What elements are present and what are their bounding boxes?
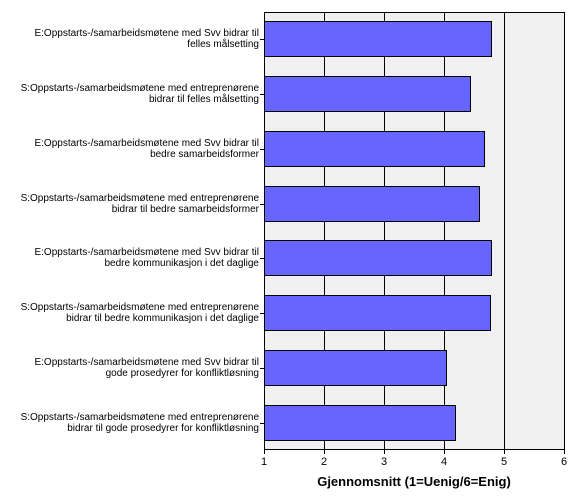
x-tick xyxy=(384,450,385,454)
y-tick xyxy=(260,313,264,314)
category-label: S:Oppstarts-/samarbeidsmøtene med entrep… xyxy=(2,193,259,215)
category-label: E:Oppstarts-/samarbeidsmøtene med Svv bi… xyxy=(2,357,259,379)
bar xyxy=(264,350,447,386)
category-label: S:Oppstarts-/samarbeidsmøtene med entrep… xyxy=(2,412,259,434)
y-tick xyxy=(260,368,264,369)
x-tick xyxy=(444,450,445,454)
x-tick-label: 6 xyxy=(561,456,567,468)
category-label: S:Oppstarts-/samarbeidsmøtene med entrep… xyxy=(2,83,259,105)
x-tick xyxy=(564,450,565,454)
x-tick-label: 4 xyxy=(441,456,447,468)
bar xyxy=(264,240,492,276)
x-tick-label: 2 xyxy=(321,456,327,468)
bar-chart: Gjennomsnitt (1=Uenig/6=Enig) 1 2 3 4 5 6 E:Op… xyxy=(0,0,569,501)
bar xyxy=(264,405,456,441)
category-label: E:Oppstarts-/samarbeidsmøtene med Svv bi… xyxy=(2,138,259,160)
category-label: E:Oppstarts-/samarbeidsmøtene med Svv bi… xyxy=(2,247,259,269)
y-tick xyxy=(260,258,264,259)
x-axis-title: Gjennomsnitt (1=Uenig/6=Enig) xyxy=(264,474,564,489)
bar xyxy=(264,186,480,222)
y-tick xyxy=(260,149,264,150)
x-tick xyxy=(504,450,505,454)
bar xyxy=(264,295,491,331)
bar xyxy=(264,76,471,112)
x-tick-label: 5 xyxy=(501,456,507,468)
x-tick xyxy=(264,450,265,454)
category-label: E:Oppstarts-/samarbeidsmøtene med Svv bi… xyxy=(2,28,259,50)
bar xyxy=(264,21,492,57)
x-gridline xyxy=(504,12,505,450)
x-tick xyxy=(324,450,325,454)
y-tick xyxy=(260,423,264,424)
bar xyxy=(264,131,485,167)
y-tick xyxy=(260,94,264,95)
y-tick xyxy=(260,204,264,205)
x-tick-label: 1 xyxy=(261,456,267,468)
x-tick-label: 3 xyxy=(381,456,387,468)
x-gridline xyxy=(564,12,565,450)
category-label: S:Oppstarts-/samarbeidsmøtene med entrep… xyxy=(2,302,259,324)
y-tick xyxy=(260,39,264,40)
